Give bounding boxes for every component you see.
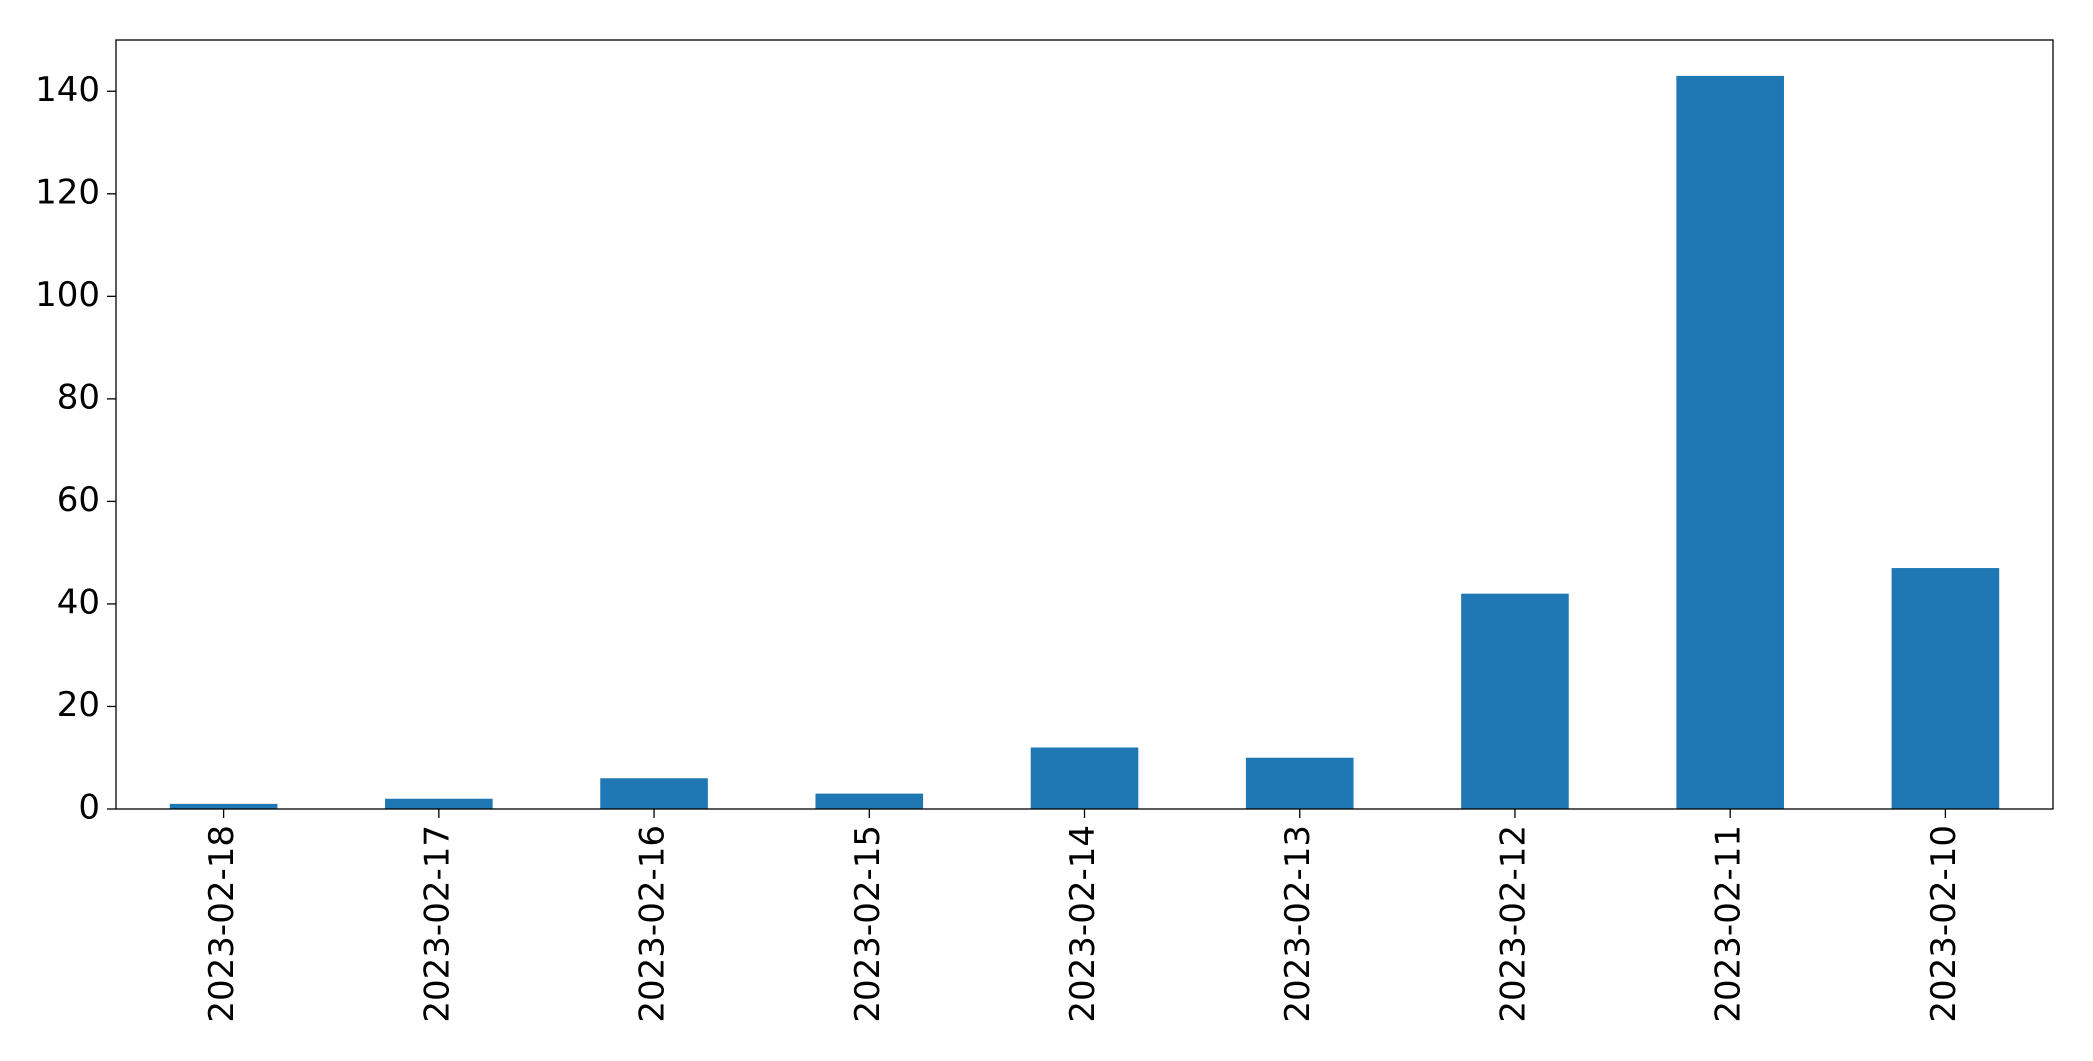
x-tick-label: 2023-02-14: [1063, 825, 1103, 1023]
y-tick-label: 0: [78, 788, 100, 828]
x-tick-label: 2023-02-15: [848, 825, 888, 1023]
y-tick-label: 40: [57, 582, 100, 622]
x-tick-label: 2023-02-13: [1278, 825, 1318, 1023]
bar: [385, 798, 493, 809]
y-tick-label: 60: [57, 480, 100, 520]
y-tick-label: 100: [35, 275, 100, 315]
plot-frame: [115, 39, 2054, 810]
x-tick-label: 2023-02-16: [633, 825, 673, 1023]
x-tick-label: 2023-02-12: [1493, 825, 1533, 1023]
x-tick-label: 2023-02-10: [1924, 825, 1964, 1023]
bar: [1461, 593, 1569, 809]
bar: [600, 778, 708, 809]
x-tick-label: 2023-02-18: [202, 825, 242, 1023]
bar: [1676, 75, 1784, 810]
x-tick-label: 2023-02-17: [417, 825, 457, 1023]
x-tick-label: 2023-02-11: [1709, 825, 1749, 1023]
y-tick-label: 80: [57, 377, 100, 417]
y-tick-label: 20: [57, 685, 100, 725]
bar: [169, 803, 278, 809]
bar: [1245, 757, 1354, 809]
bar: [1030, 747, 1139, 809]
bar: [1891, 568, 2000, 809]
bar: [815, 793, 924, 809]
y-tick-label: 140: [35, 70, 100, 110]
y-tick-label: 120: [35, 172, 100, 212]
